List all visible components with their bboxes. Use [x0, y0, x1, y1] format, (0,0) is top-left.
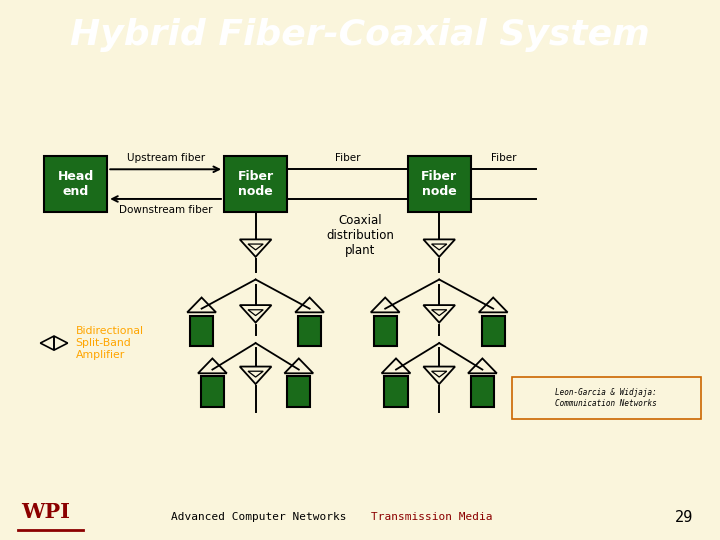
Text: Fiber
node: Fiber node — [421, 170, 457, 198]
Text: Fiber
node: Fiber node — [238, 170, 274, 198]
Text: Downstream fiber: Downstream fiber — [119, 205, 212, 215]
FancyBboxPatch shape — [512, 377, 701, 420]
Text: Coaxial
distribution
plant: Coaxial distribution plant — [326, 214, 394, 258]
Bar — [384, 376, 408, 407]
Bar — [482, 315, 505, 346]
Text: Fiber: Fiber — [335, 153, 360, 163]
Bar — [201, 376, 224, 407]
Text: Leon-Garcia & Widjaja:
Communication Networks: Leon-Garcia & Widjaja: Communication Net… — [555, 388, 657, 408]
Text: 29: 29 — [675, 510, 693, 524]
Bar — [224, 156, 287, 212]
Text: Advanced Computer Networks: Advanced Computer Networks — [171, 512, 347, 522]
Text: Bidirectional
Split-Band
Amplifier: Bidirectional Split-Band Amplifier — [76, 327, 143, 360]
Bar — [287, 376, 310, 407]
Text: Head
end: Head end — [58, 170, 94, 198]
Bar — [374, 315, 397, 346]
Text: WPI: WPI — [22, 502, 71, 522]
Text: Transmission Media: Transmission Media — [372, 512, 492, 522]
Bar — [471, 376, 494, 407]
Bar — [190, 315, 213, 346]
Bar — [44, 156, 107, 212]
Text: Fiber: Fiber — [490, 153, 516, 163]
Text: Upstream fiber: Upstream fiber — [127, 153, 204, 163]
Bar — [408, 156, 471, 212]
Text: Hybrid Fiber-Coaxial System: Hybrid Fiber-Coaxial System — [70, 18, 650, 52]
Bar — [298, 315, 321, 346]
